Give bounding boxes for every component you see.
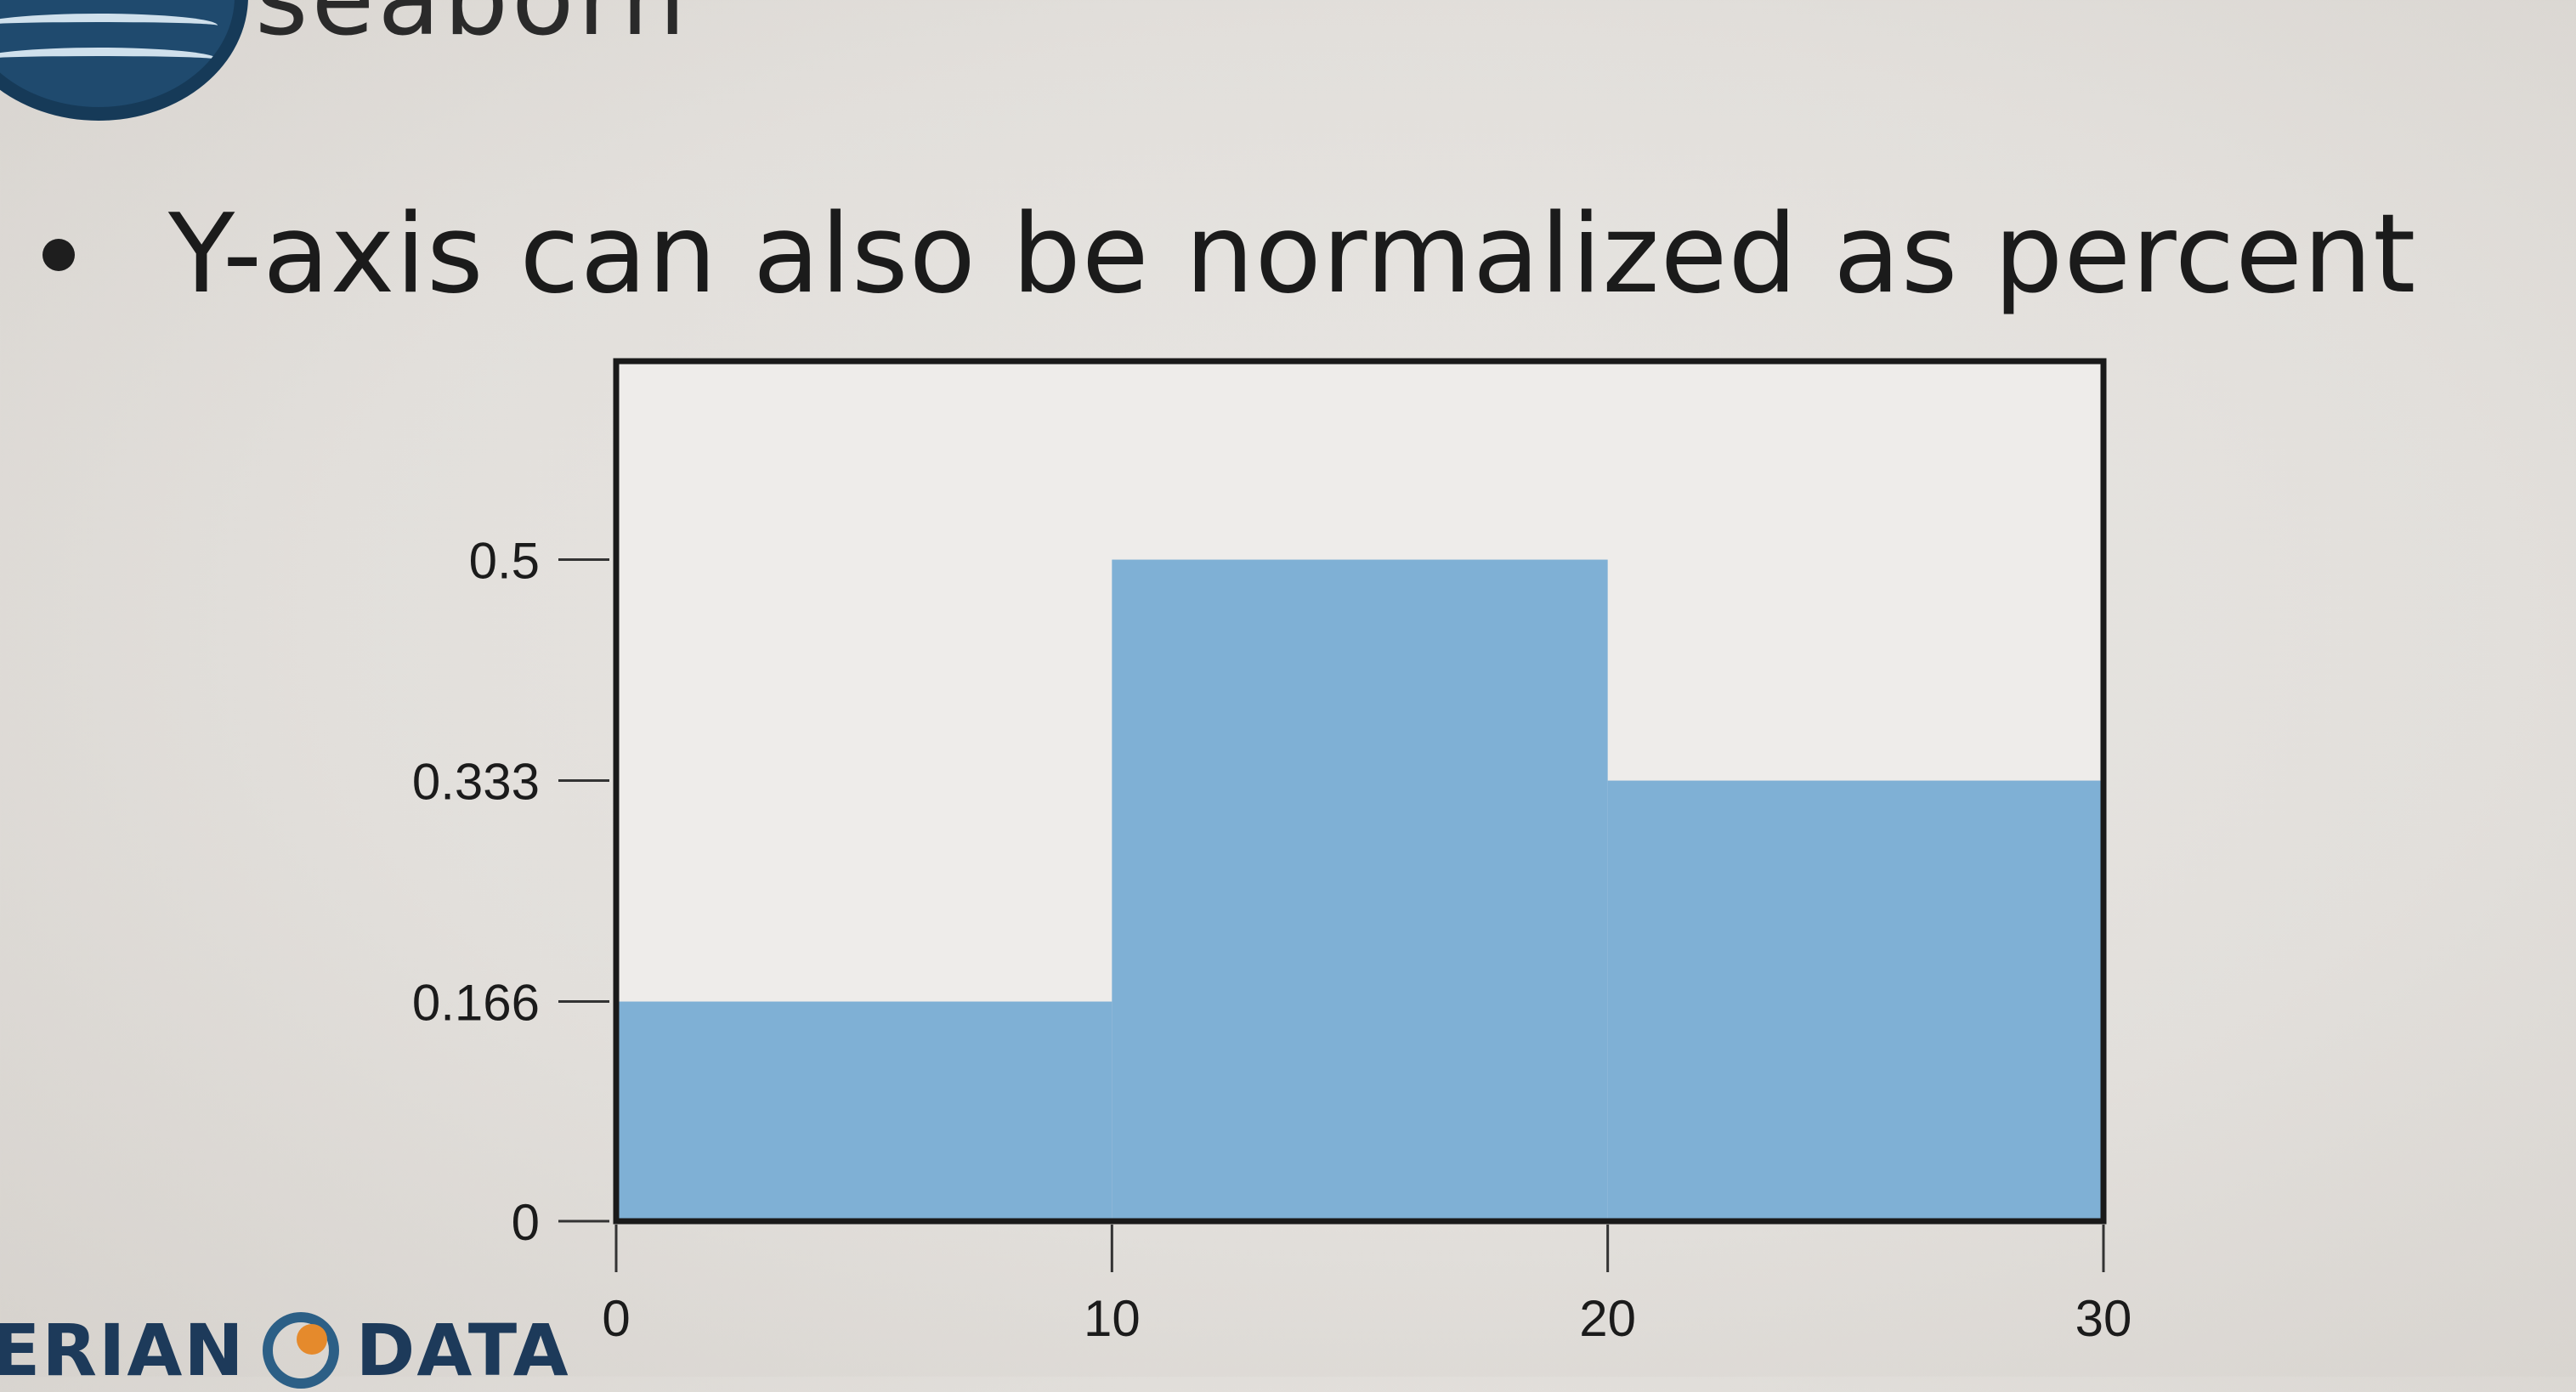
- bullet-point: Y-axis can also be normalized as percent: [34, 191, 2416, 318]
- bullet-text: Y-axis can also be normalized as percent: [168, 191, 2417, 318]
- x-tick-label: 20: [1579, 1290, 1636, 1347]
- y-tick-label: 0: [512, 1194, 540, 1251]
- brand-globe-icon: [262, 1312, 339, 1389]
- brand-text-left: ERIAN: [0, 1309, 246, 1392]
- histogram-bar: [1607, 780, 2103, 1221]
- x-tick-label: 0: [602, 1290, 630, 1347]
- brand-text-right: DATA: [355, 1309, 570, 1392]
- y-tick-label: 0.333: [412, 754, 540, 811]
- brand-logo: ERIAN DATA: [0, 1309, 570, 1392]
- y-tick-label: 0.5: [469, 533, 540, 590]
- histogram-bar: [1112, 559, 1608, 1221]
- plot-frame: [613, 358, 2107, 1225]
- histogram-bar: [616, 1001, 1112, 1221]
- x-tick-label: 30: [2075, 1290, 2132, 1347]
- x-tick-label: 10: [1084, 1290, 1141, 1347]
- y-tick-label: 0.166: [412, 975, 540, 1032]
- bullet-dot-icon: [42, 238, 75, 271]
- library-title: seaborn: [255, 0, 689, 59]
